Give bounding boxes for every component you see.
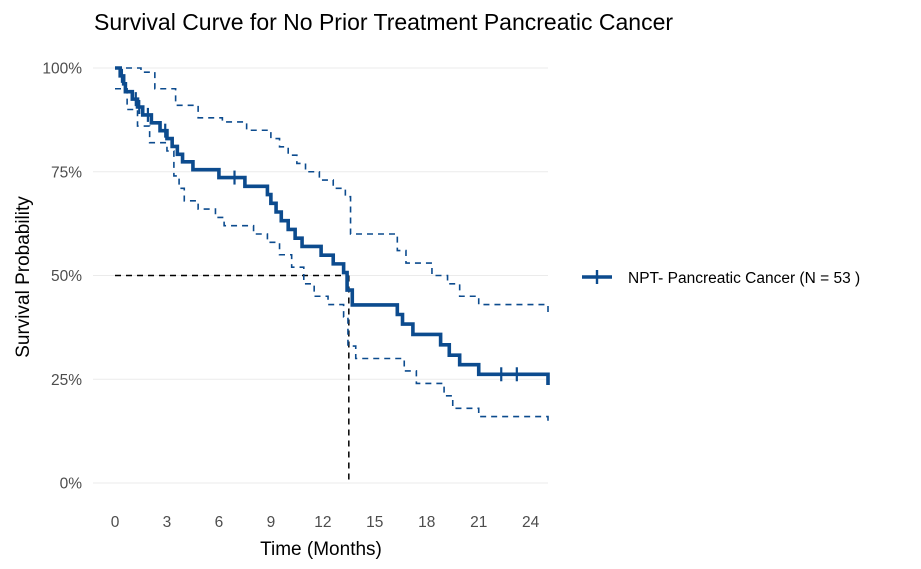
y-tick-label: 0%	[60, 476, 83, 493]
x-tick-label: 15	[366, 514, 383, 531]
censor-marks	[120, 68, 518, 382]
y-tick-label: 25%	[51, 372, 82, 389]
x-tick-label: 9	[267, 514, 276, 531]
x-tick-label: 18	[418, 514, 435, 531]
median-reference-lines	[115, 274, 350, 483]
y-axis-title: Survival Probability	[13, 196, 34, 358]
y-tick-label: 50%	[51, 268, 82, 285]
chart-title: Survival Curve for No Prior Treatment Pa…	[94, 9, 673, 35]
x-tick-label: 24	[522, 514, 540, 531]
confidence-interval-upper-line	[115, 67, 549, 313]
grid	[93, 67, 548, 484]
legend-label: NPT- Pancreatic Cancer (N = 53 )	[628, 270, 860, 287]
x-tick-label: 0	[111, 514, 120, 531]
y-tick-label: 75%	[51, 164, 82, 181]
x-tick-label: 3	[163, 514, 172, 531]
x-tick-label: 21	[470, 514, 487, 531]
x-tick-label: 12	[314, 514, 331, 531]
x-axis-ticks: 0 3 6 9 12 15 18 21 24	[111, 514, 540, 531]
x-tick-label: 6	[215, 514, 224, 531]
y-tick-label: 100%	[42, 61, 82, 78]
confidence-interval-lower-line	[115, 87, 549, 425]
y-axis-ticks: 0% 25% 50% 75% 100%	[42, 61, 82, 493]
legend: NPT- Pancreatic Cancer (N = 53 )	[582, 270, 860, 287]
survival-curve-line	[115, 66, 550, 386]
x-axis-title: Time (Months)	[260, 539, 382, 560]
